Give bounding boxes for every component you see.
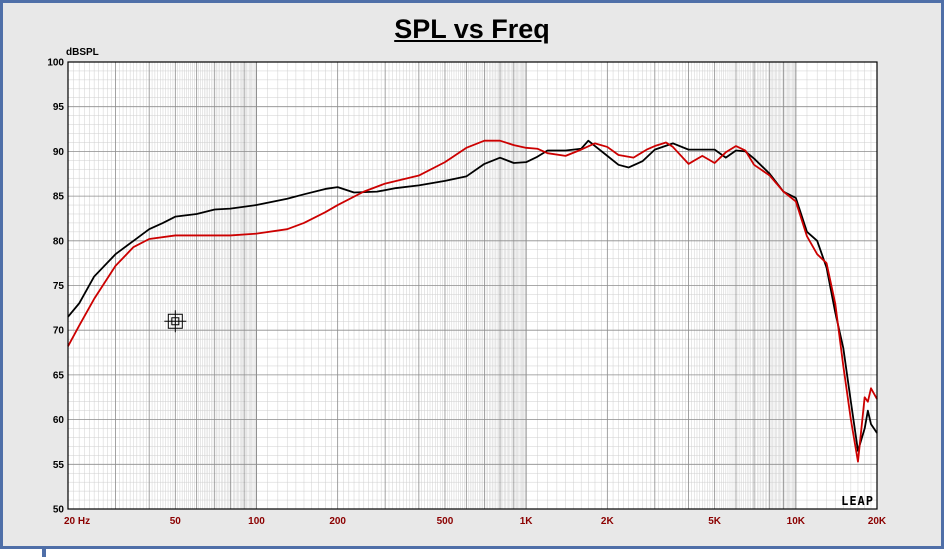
y-tick-label: 55	[53, 460, 65, 471]
annotation-layer	[164, 310, 187, 333]
x-tick-label: 500	[437, 516, 454, 527]
bottom-strip-edge	[42, 549, 46, 557]
y-tick-labels: 100 95 90 85 80 75 70 65 60 55 50	[47, 58, 64, 516]
chart-title: SPL vs Freq	[394, 14, 550, 44]
major-grid	[68, 62, 877, 509]
y-tick-label: 75	[53, 281, 65, 292]
y-tick-label: 90	[53, 147, 65, 158]
y-tick-label: 60	[53, 415, 65, 426]
x-tick-label: 100	[248, 516, 265, 527]
y-tick-label: 65	[53, 370, 65, 381]
x-tick-label: 20 Hz	[64, 516, 90, 527]
series-line-1	[67, 139, 878, 452]
series-line-2	[67, 139, 878, 463]
x-tick-labels: 20 Hz 50 100 200 500 1K 2K 5K 10K 20K	[64, 516, 887, 527]
leap-logo: LEAP	[841, 494, 874, 508]
plot-border	[67, 61, 878, 510]
x-tick-label: 20K	[868, 516, 887, 527]
x-tick-label: 1K	[520, 516, 534, 527]
y-tick-label: 95	[53, 102, 65, 113]
x-tick-label: 5K	[708, 516, 722, 527]
y-tick-label: 80	[53, 236, 65, 247]
x-tick-label: 50	[170, 516, 182, 527]
y-tick-label: 100	[47, 58, 64, 69]
series-layer	[67, 139, 878, 463]
y-tick-label: 70	[53, 326, 65, 337]
y-tick-label: 50	[53, 505, 65, 516]
x-tick-label: 10K	[787, 516, 806, 527]
y-tick-label: 85	[53, 192, 65, 203]
x-tick-label: 200	[329, 516, 346, 527]
x-tick-label: 2K	[601, 516, 615, 527]
cursor-marker	[164, 310, 187, 333]
bottom-strip	[0, 549, 944, 557]
y-axis-label: dBSPL	[66, 47, 99, 58]
